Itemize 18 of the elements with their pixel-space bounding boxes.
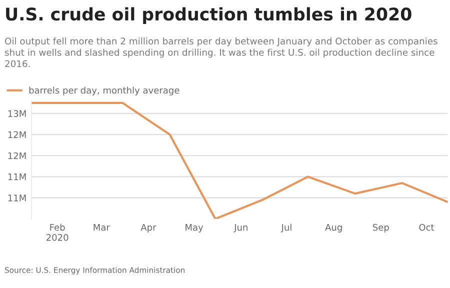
x-tick-label: Mar: [94, 224, 110, 231]
x-tick-label: Aug: [325, 224, 342, 232]
y-tick-label: 11M: [8, 194, 26, 202]
x-tick-label: May: [186, 224, 204, 232]
y-tick-label: 12M: [8, 152, 26, 160]
x-tick-label: Feb 2020: [46, 224, 68, 241]
x-tick-label: Jul: [280, 224, 292, 232]
y-tick-label: 13M: [8, 110, 26, 118]
legend-label: barrels per day, monthly average: [29, 86, 180, 96]
line-series: [32, 102, 448, 219]
x-tick-label: Sep: [372, 224, 389, 232]
chart-subtitle: Oil output fell more than 2 million barrels per day between January and October as companies shut in wells and slashed spending on drilling. It was the first U.S. oil production decline since 2016.: [4, 37, 438, 68]
chart-title: U.S. crude oil production tumbles in 2020: [6, 7, 412, 24]
x-tick-label: Apr: [140, 224, 156, 232]
x-tick-label: Jun: [234, 224, 248, 232]
y-tick-label: 11M: [8, 174, 26, 180]
y-tick-label: 12M: [8, 131, 26, 138]
x-tick-label: Oct: [419, 224, 434, 231]
